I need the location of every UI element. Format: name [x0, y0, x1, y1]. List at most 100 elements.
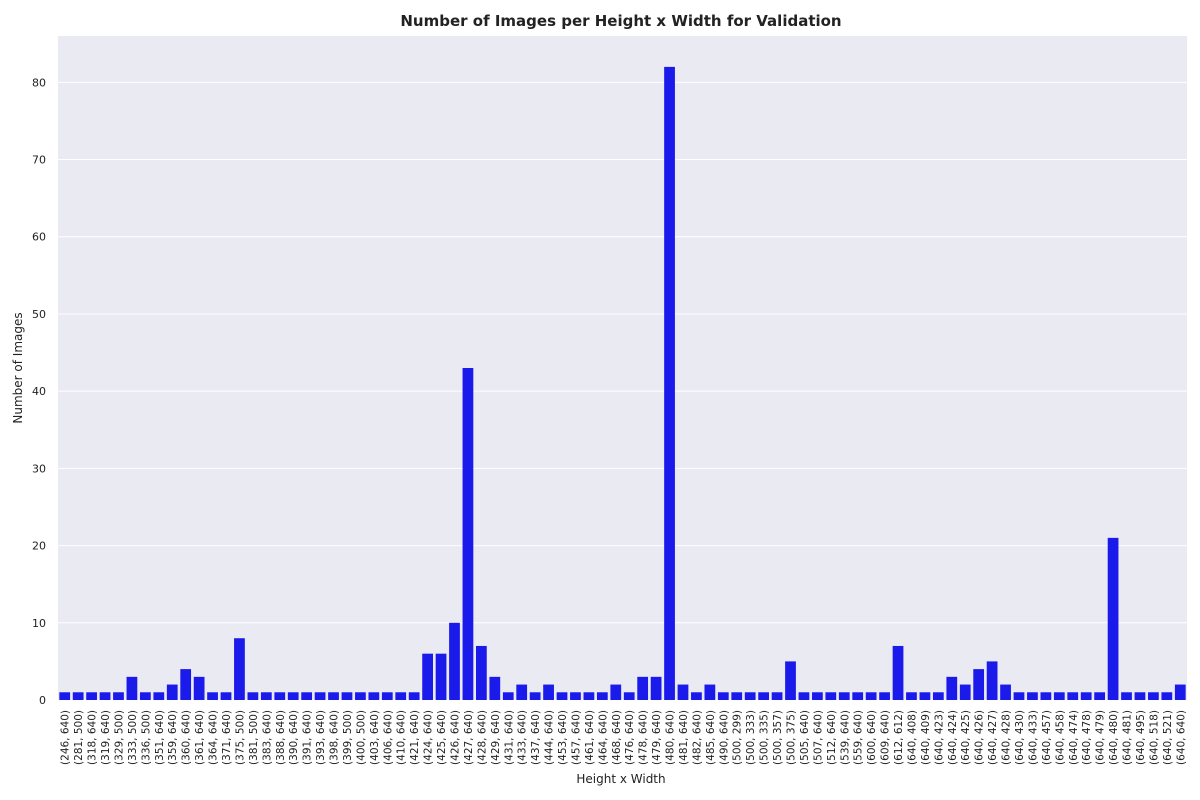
bar	[1107, 537, 1119, 700]
x-tick-label: (500, 333)	[745, 710, 757, 765]
x-tick-label: (281, 500)	[73, 710, 85, 765]
bar	[1067, 692, 1079, 700]
chart-title: Number of Images per Height x Width for …	[400, 12, 841, 30]
x-tick-label: (421, 640)	[409, 710, 421, 765]
x-tick-label: (559, 640)	[853, 710, 865, 765]
x-tick-label: (444, 640)	[544, 710, 556, 765]
bar	[1094, 692, 1106, 700]
bar	[1161, 692, 1173, 700]
x-tick-label: (480, 640)	[665, 710, 677, 765]
bar	[341, 692, 353, 700]
bar	[946, 676, 958, 700]
x-tick-label: (482, 640)	[691, 710, 703, 765]
bar	[959, 684, 971, 700]
bar	[1080, 692, 1092, 700]
bar	[731, 692, 743, 700]
bars	[59, 66, 1186, 700]
bar	[556, 692, 568, 700]
x-tick-label: (478, 640)	[638, 710, 650, 765]
bar	[59, 692, 71, 700]
x-tick-label: (246, 640)	[60, 710, 72, 765]
x-tick-label: (512, 640)	[826, 710, 838, 765]
x-tick-label: (333, 500)	[127, 710, 139, 765]
bar	[1121, 692, 1132, 700]
x-tick-label: (457, 640)	[570, 710, 582, 765]
x-tick-label: (393, 640)	[315, 710, 327, 765]
x-tick-label: (539, 640)	[839, 710, 851, 765]
bar	[717, 692, 729, 700]
bar	[570, 692, 581, 700]
y-tick-label: 30	[32, 462, 46, 475]
bar	[1053, 692, 1065, 700]
bar	[879, 692, 890, 700]
x-tick-label: (433, 640)	[517, 710, 529, 765]
x-tick-label: (403, 640)	[369, 710, 381, 765]
x-tick-label: (507, 640)	[812, 710, 824, 765]
bar	[1000, 684, 1011, 700]
bar	[1013, 692, 1025, 700]
bar	[274, 692, 286, 700]
y-tick-label: 80	[32, 76, 46, 89]
x-tick-label: (640, 423)	[933, 710, 945, 765]
y-tick-label: 50	[32, 308, 46, 321]
bar	[139, 692, 151, 700]
bar	[516, 684, 528, 700]
bar	[543, 684, 554, 700]
bar	[785, 661, 796, 700]
bar	[368, 692, 380, 700]
x-tick-label: (640, 424)	[947, 710, 959, 765]
x-tick-label: (640, 518)	[1148, 710, 1160, 765]
bar	[355, 692, 366, 700]
bar	[664, 66, 675, 700]
bar	[328, 692, 339, 700]
bar	[1040, 692, 1052, 700]
x-tick-label: (360, 640)	[181, 710, 193, 765]
bar	[973, 669, 985, 700]
x-tick-label: (485, 640)	[705, 710, 717, 765]
x-tick-label: (406, 640)	[382, 710, 394, 765]
bar	[502, 692, 514, 700]
bar	[301, 692, 313, 700]
y-tick-label: 0	[39, 694, 46, 707]
bar	[408, 692, 420, 700]
bar	[314, 692, 326, 700]
x-tick-label: (429, 640)	[490, 710, 502, 765]
bar	[704, 684, 716, 700]
x-tick-label: (640, 427)	[987, 710, 999, 765]
x-tick-label: (329, 500)	[113, 710, 125, 765]
bar	[744, 692, 756, 700]
x-tick-label: (390, 640)	[288, 710, 300, 765]
y-tick-label: 60	[32, 231, 46, 244]
bar	[637, 676, 649, 700]
x-tick-label: (640, 458)	[1054, 710, 1066, 765]
x-tick-label: (640, 478)	[1081, 710, 1093, 765]
bar	[691, 692, 702, 700]
bar	[86, 692, 97, 700]
x-tick-label: (400, 500)	[355, 710, 367, 765]
y-tick-label: 40	[32, 385, 46, 398]
bar	[193, 676, 205, 700]
bar	[475, 645, 487, 700]
x-tick-label: (468, 640)	[611, 710, 623, 765]
x-tick-label: (481, 640)	[678, 710, 690, 765]
bar	[1027, 692, 1038, 700]
x-tick-label: (640, 409)	[920, 710, 932, 765]
y-tick-label: 10	[32, 617, 46, 630]
bar	[220, 692, 232, 700]
bar	[72, 692, 84, 700]
x-tick-label: (640, 481)	[1122, 710, 1134, 765]
bar	[234, 638, 245, 700]
x-tick-label: (640, 408)	[906, 710, 918, 765]
bar	[771, 692, 783, 700]
bar	[153, 692, 165, 700]
x-tick-label: (640, 521)	[1162, 710, 1174, 765]
bar	[462, 368, 474, 700]
x-tick-label: (476, 640)	[624, 710, 636, 765]
x-tick-label: (600, 640)	[866, 710, 878, 765]
x-tick-label: (461, 640)	[584, 710, 596, 765]
bar	[852, 692, 864, 700]
x-tick-label: (318, 640)	[87, 710, 99, 765]
x-tick-label: (375, 500)	[234, 710, 246, 765]
bar	[489, 676, 501, 700]
